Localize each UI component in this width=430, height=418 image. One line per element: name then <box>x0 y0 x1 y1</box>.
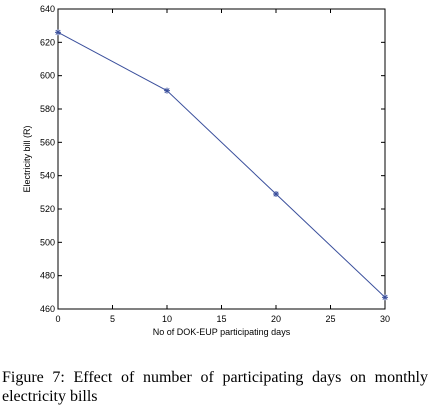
x-tick-label: 25 <box>325 314 335 324</box>
x-tick-label: 5 <box>110 314 115 324</box>
line-chart: 0 5 10 15 20 25 30 460 480 500 520 540 560 580 600 620 6… <box>22 4 390 337</box>
data-point-marker <box>273 191 279 197</box>
x-axis-title: No of DOK-EUP participating days <box>153 327 291 337</box>
y-axis-title: Electricity bill (R) <box>22 125 32 192</box>
marker-stroke <box>382 294 388 300</box>
y-tick-label: 520 <box>40 204 55 214</box>
y-tick-label: 540 <box>40 171 55 181</box>
x-tick-label: 0 <box>55 314 60 324</box>
axis-ticks: 0 5 10 15 20 25 30 460 480 500 520 540 560 580 600 620 6… <box>40 4 390 324</box>
marker-stroke <box>164 88 170 94</box>
data-point-marker <box>55 29 61 36</box>
data-point-marker <box>382 294 388 301</box>
y-tick-label: 460 <box>40 304 55 314</box>
x-tick-label: 10 <box>162 314 172 324</box>
y-tick-label: 560 <box>40 137 55 147</box>
series-line <box>57 31 386 298</box>
y-tick-label: 600 <box>40 71 55 81</box>
series-layer <box>55 29 388 301</box>
x-tick-label: 20 <box>271 314 281 324</box>
y-tick-label: 480 <box>40 271 55 281</box>
x-tick-label: 15 <box>216 314 226 324</box>
y-tick-label: 620 <box>40 37 55 47</box>
plot-area <box>57 8 386 310</box>
marker-stroke <box>273 191 279 197</box>
y-tick-label: 500 <box>40 237 55 247</box>
y-tick-label: 640 <box>40 4 55 14</box>
marker-stroke <box>55 29 61 35</box>
x-tick-label: 30 <box>380 314 390 324</box>
data-point-marker <box>164 87 170 94</box>
y-tick-label: 580 <box>40 104 55 114</box>
figure-caption: Figure 7: Effect of number of participat… <box>2 369 428 405</box>
